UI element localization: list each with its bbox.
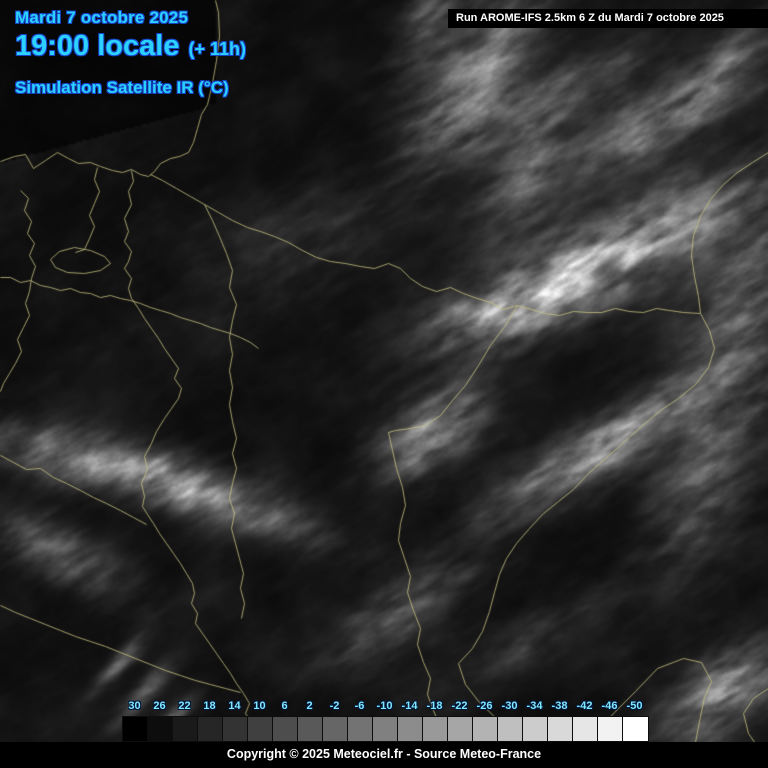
scale-value-label: 18: [203, 700, 216, 712]
scale-color-box: [473, 717, 498, 741]
scale-value-label: 2: [306, 700, 313, 712]
scale-color-box: [223, 717, 248, 741]
simulation-subtitle: Simulation Satellite IR (°C): [15, 78, 229, 97]
date-label: Mardi 7 octobre 2025: [15, 8, 189, 27]
scale-value-label: -34: [526, 700, 543, 712]
scale-color-box: [398, 717, 423, 741]
header-block: Mardi 7 octobre 2025 19:00 locale (+ 11h)…: [15, 8, 246, 98]
scale-value-label: -30: [501, 700, 518, 712]
scale-color-box: [148, 717, 173, 741]
scale-color-box: [423, 717, 448, 741]
scale-value-label: 6: [281, 700, 288, 712]
scale-value-label: -46: [601, 700, 618, 712]
scale-value-label: -6: [354, 700, 365, 712]
scale-value-label: -26: [476, 700, 493, 712]
scale-color-box: [598, 717, 623, 741]
scale-value-label: -2: [329, 700, 340, 712]
scale-value-label: -10: [376, 700, 393, 712]
scale-color-box: [298, 717, 323, 741]
scale-color-box: [448, 717, 473, 741]
scale-color-box: [273, 717, 298, 741]
scale-value-label: 30: [128, 700, 141, 712]
forecast-offset-label: (+ 11h): [188, 39, 246, 59]
scale-color-box: [498, 717, 523, 741]
scale-color-box: [373, 717, 398, 741]
local-time-label: 19:00 locale: [15, 30, 180, 62]
scale-value-label: 14: [228, 700, 241, 712]
scale-color-box: [173, 717, 198, 741]
time-row: 19:00 locale (+ 11h): [15, 30, 246, 63]
scale-value-label: -22: [451, 700, 468, 712]
scale-value-label: -50: [626, 700, 643, 712]
scale-value-label: 22: [178, 700, 191, 712]
temperature-scale-gradient: [122, 716, 649, 742]
temperature-scale-labels: 30 26 22 18 14 10 6 2 -2 -6 -10 -14 -18 -22 -26 -30 -34-…: [122, 700, 649, 716]
scale-value-label: -14: [401, 700, 418, 712]
scale-color-box: [623, 717, 648, 741]
temperature-scale: 30 26 22 18 14 10 6 2 -2 -6 -10 -14 -18 -22 -26 -30 -34-…: [122, 700, 649, 742]
scale-value-label: 10: [253, 700, 266, 712]
scale-value-label: -42: [576, 700, 593, 712]
scale-value-label: -38: [551, 700, 568, 712]
scale-value-label: 26: [153, 700, 166, 712]
model-run-bar: Run AROME-IFS 2.5km 6 Z du Mardi 7 octob…: [448, 9, 768, 28]
scale-color-box: [548, 717, 573, 741]
scale-color-box: [123, 717, 148, 741]
scale-color-box: [198, 717, 223, 741]
scale-color-box: [248, 717, 273, 741]
scale-color-box: [523, 717, 548, 741]
scale-color-box: [323, 717, 348, 741]
scale-color-box: [573, 717, 598, 741]
scale-value-label: -18: [426, 700, 443, 712]
scale-color-box: [348, 717, 373, 741]
copyright-bar: Copyright © 2025 Meteociel.fr - Source M…: [0, 742, 768, 768]
